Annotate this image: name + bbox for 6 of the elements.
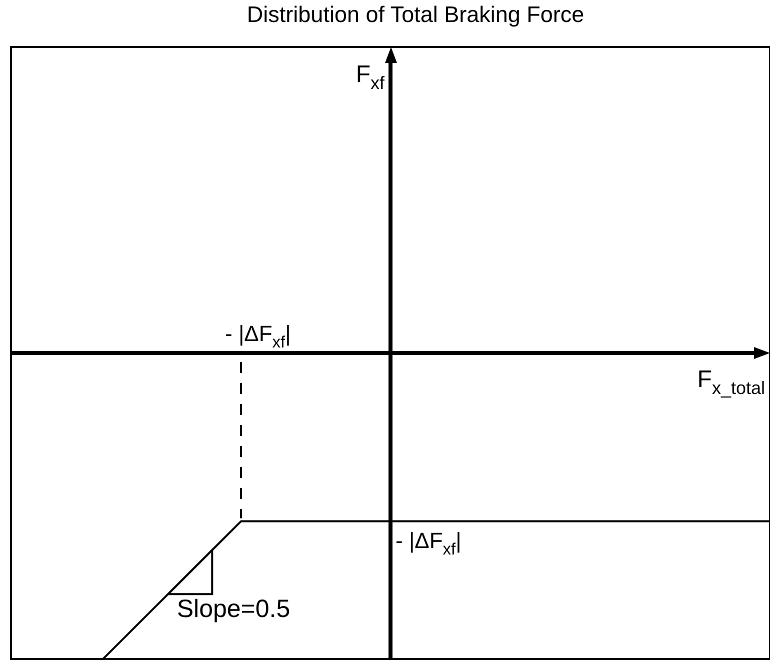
chart-title: Distribution of Total Braking Force bbox=[246, 2, 584, 27]
annotation: Slope=0.5 bbox=[176, 595, 290, 624]
annotation: - |ΔF$_{xf}$| bbox=[396, 528, 462, 559]
text: - |ΔF$_{xf}$| bbox=[225, 321, 291, 352]
text: F$_{xf}$ bbox=[356, 61, 384, 93]
x-axis-title: F$_{x_total}$ bbox=[697, 366, 765, 398]
